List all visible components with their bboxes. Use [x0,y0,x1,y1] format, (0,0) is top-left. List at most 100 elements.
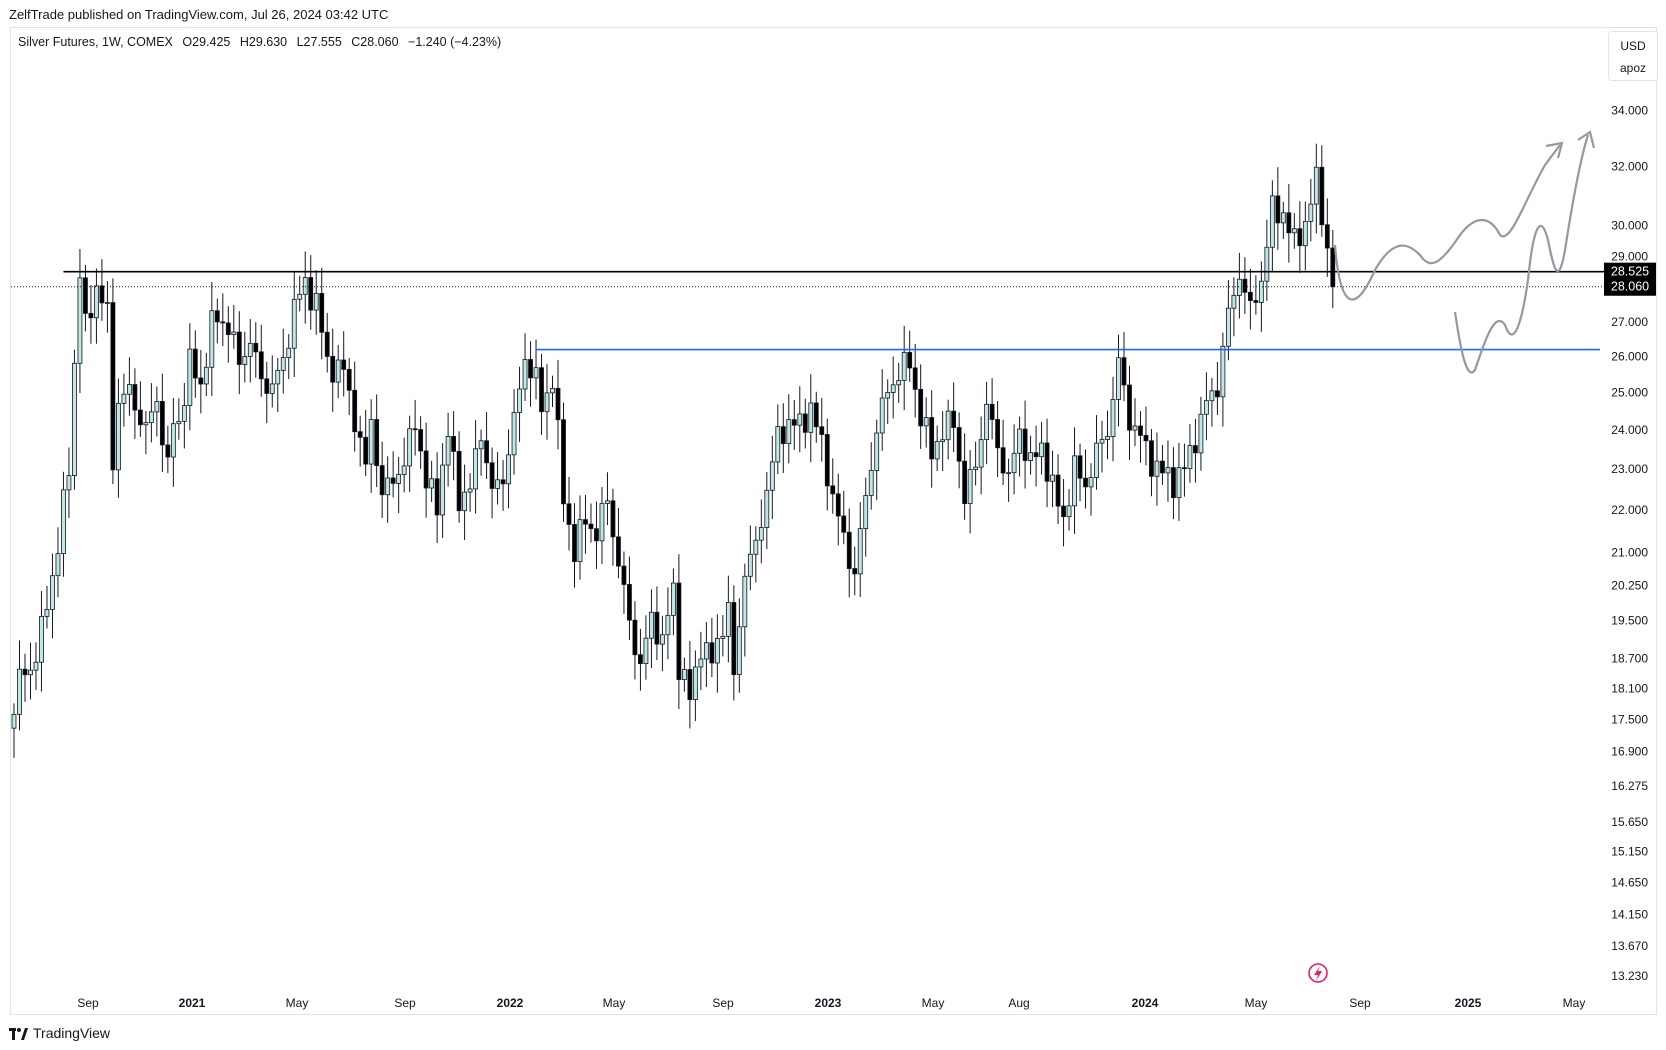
candle-body [407,428,413,467]
lightning-icon[interactable] [1308,963,1328,983]
publisher-line: ZelfTrade published on TradingView.com, … [9,7,389,22]
candle-body [1138,425,1143,436]
candle-body [747,553,753,577]
candle-body [566,503,572,525]
candle-body [951,410,957,428]
candle-body [352,389,358,433]
y-tick-label: 15.150 [1611,845,1648,859]
projection-arrowhead-a [1545,141,1564,159]
candle-body [1044,442,1050,482]
candle-body [390,477,396,484]
y-tick-label: 17.500 [1611,713,1648,727]
candle-body [418,429,424,452]
tradingview-brand-label: TradingView [33,1025,111,1041]
legend-change: −1.240 (−4.23%) [408,35,502,49]
candle-body [643,637,649,665]
candle-body [209,310,215,368]
candle-body [247,342,253,357]
candle-body [517,388,522,413]
candle-body [1193,445,1198,454]
candle-body [72,362,77,477]
candle-body [973,466,979,470]
y-tick-label: 21.000 [1611,545,1648,559]
candle-body [17,668,22,715]
candle-body [137,409,143,426]
candle-body [385,477,391,496]
currency-label[interactable]: USD [1620,39,1646,53]
candle-body [258,351,264,380]
candle-body [379,465,385,496]
candle-body [522,359,528,390]
candle-body [802,413,808,433]
candle-body [456,450,462,512]
candle-body [116,402,121,471]
candle-body [654,611,660,645]
candle-body [588,523,594,530]
x-tick-label: Sep [77,996,99,1010]
candle-body [1198,413,1204,454]
x-tick-label: Sep [712,996,734,1010]
candle-body [500,479,506,485]
candle-body [99,285,105,304]
chart-frame [10,27,1657,1015]
candle-body [1105,436,1110,440]
candle-body [753,539,759,555]
y-tick-label: 22.000 [1611,503,1648,517]
y-tick-label: 25.000 [1611,386,1648,400]
candle-body [39,615,44,663]
candle-body [698,658,704,668]
candle-body [297,293,303,300]
candle-body [506,454,511,485]
candle-body [484,440,489,464]
candle-body [467,488,473,493]
candle-body [1132,425,1138,431]
candle-body [148,411,154,424]
x-tick-label: May [603,996,626,1010]
candle-body [445,435,451,466]
candle-body [989,403,995,420]
projection-path-a [1333,144,1561,301]
candle-body [692,666,698,700]
candle-body [495,479,500,489]
candle-body [66,475,72,491]
tradingview-brand[interactable]: TradingView [9,1025,110,1041]
candle-body [401,465,407,475]
last-price-label: 28.060 [1604,277,1656,296]
legend-close: C28.060 [351,35,399,49]
candle-body [1258,280,1264,303]
candle-body [451,435,457,452]
candle-body [264,378,270,394]
candle-body [1149,440,1154,477]
candle-body [231,331,237,336]
y-tick-label: 29.000 [1611,250,1648,264]
candle-body [1286,212,1292,234]
x-tick-label: May [1563,996,1586,1010]
currency-box[interactable]: USD apoz [1608,31,1658,81]
candle-body [725,602,731,637]
candles-layer [11,143,1336,758]
candle-body [1275,195,1281,224]
candle-body [1204,400,1209,415]
candle-body [572,524,577,563]
candle-body [934,441,940,460]
candle-body [984,403,990,441]
x-tick-label: 2024 [1132,996,1159,1010]
candle-body [181,405,187,422]
legend-symbol[interactable]: Silver Futures, 1W, COMEX [18,35,173,49]
candle-body [967,469,973,505]
candle-body [769,461,775,491]
candle-body [720,635,726,639]
x-tick-label: Aug [1008,996,1029,1010]
candle-body [1308,203,1314,222]
candle-body [1269,195,1275,248]
scale-mode-label[interactable]: apoz [1619,61,1647,75]
candle-body [50,575,55,610]
candle-body [335,359,341,383]
candle-body [638,654,643,665]
candle-body [528,359,533,379]
x-tick-label: May [286,996,309,1010]
candle-body [94,285,99,319]
candle-body [671,582,676,616]
